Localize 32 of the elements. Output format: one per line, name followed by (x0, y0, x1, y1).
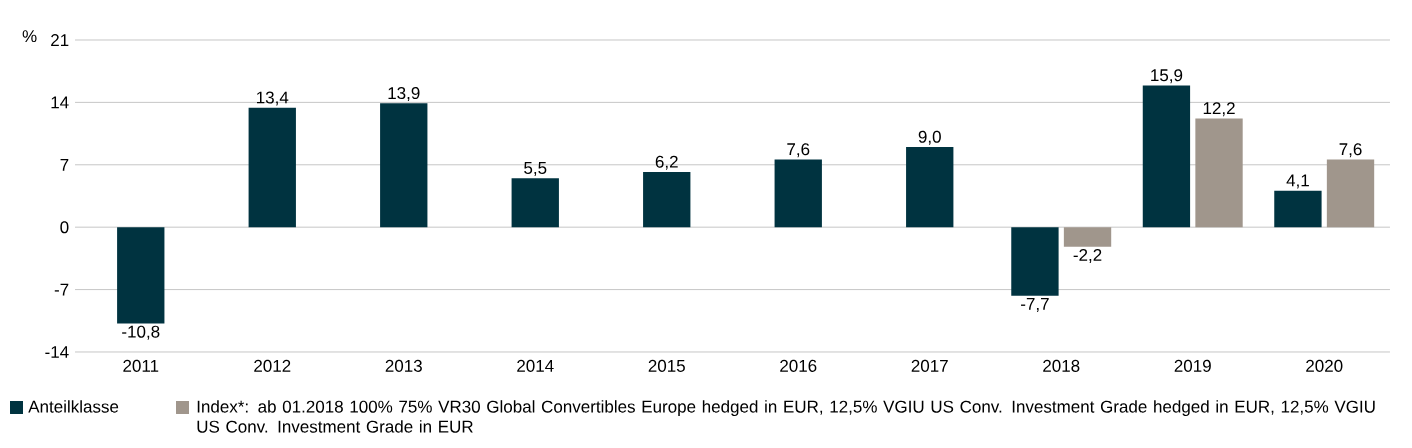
x-tick-label: 2019 (1174, 359, 1211, 372)
y-tick-label: -7 (54, 283, 69, 296)
y-tick-label: 14 (51, 96, 69, 109)
data-label: 4,1 (1286, 174, 1309, 189)
x-tick-label: 2014 (517, 359, 554, 372)
x-tick-label: 2020 (1306, 359, 1343, 372)
data-label: 6,2 (655, 155, 678, 170)
data-label: 12,2 (1203, 102, 1235, 117)
data-label: 7,6 (787, 143, 810, 158)
x-tick-label: 2017 (911, 359, 948, 372)
y-tick-label: 7 (60, 158, 69, 171)
data-label: 13,4 (257, 91, 289, 106)
data-label: 9,0 (918, 130, 941, 145)
x-tick-label: 2011 (123, 359, 159, 372)
y-axis-title: % (22, 30, 37, 43)
y-tick-label: 0 (60, 221, 69, 234)
x-tick-label: 2015 (648, 359, 685, 372)
x-tick-label: 2018 (1043, 359, 1080, 372)
data-label: -7,7 (1021, 298, 1049, 312)
y-tick-label: -14 (45, 346, 69, 358)
data-label: 15,9 (1151, 69, 1183, 84)
data-label: 13,9 (388, 87, 420, 102)
data-label: 5,5 (524, 162, 547, 176)
legend-label: Index*: ab 01.2018 100% 75% VR30 Global Convertibles Europe hedged in EUR, 12,5% VGIU US Conv. Investment Grade hedged in EUR, 12,5% VGIU US Conv. Investment Grade in EUR (197, 400, 1375, 433)
legend-label: Anteilklasse (28, 400, 119, 413)
y-tick-label: 21 (51, 34, 69, 46)
data-label: -2,2 (1073, 248, 1102, 264)
data-label: -10,8 (122, 325, 160, 340)
data-label: 7,6 (1339, 143, 1362, 158)
x-tick-label: 2016 (780, 359, 817, 372)
x-tick-label: 2012 (254, 359, 291, 372)
x-tick-label: 2013 (385, 359, 422, 372)
